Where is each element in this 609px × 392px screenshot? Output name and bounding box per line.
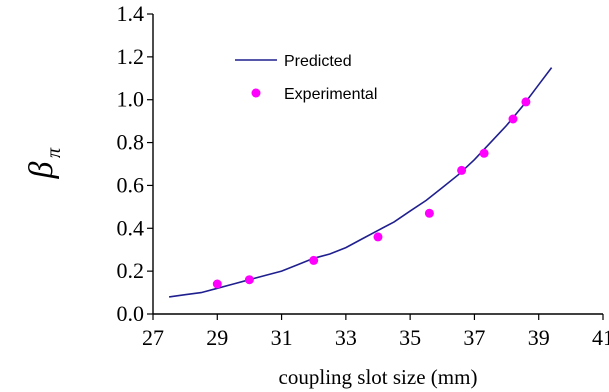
experimental-point [508, 114, 518, 124]
y-tick-label: 1.0 [117, 87, 145, 112]
legend-experimental-marker [251, 88, 261, 98]
predicted-line [168, 67, 553, 298]
experimental-point [373, 232, 383, 242]
y-tick-label: 0.8 [117, 130, 145, 155]
experimental-point [309, 255, 319, 265]
y-tick-label: 1.4 [117, 1, 145, 26]
y-tick-label: 0.4 [117, 215, 145, 240]
y-tick-label: 0.6 [117, 172, 145, 197]
x-tick-label: 29 [206, 325, 228, 350]
x-tick-label: 35 [399, 325, 421, 350]
axes [152, 14, 603, 315]
predicted-series [168, 67, 553, 298]
x-axis-title: coupling slot size (mm) [279, 365, 478, 389]
experimental-point [479, 148, 489, 158]
y-tick-label: 0.0 [117, 301, 145, 326]
x-tick-label: 31 [271, 325, 293, 350]
x-tick-label: 27 [142, 325, 164, 350]
legend: Predicted Experimental [235, 53, 377, 103]
y-axis-title-subscript: π [43, 147, 65, 158]
y-axis-title: β [23, 161, 60, 179]
experimental-point [457, 165, 467, 175]
legend-predicted-label: Predicted [284, 53, 352, 70]
x-tick-label: 37 [463, 325, 485, 350]
tick-labels: 0.0 0.2 0.4 0.6 0.8 1.0 1.2 1.4 27 29 31 33 35 37 39 41 [117, 1, 609, 350]
tick-marks [147, 13, 604, 320]
x-tick-label: 39 [528, 325, 550, 350]
experimental-point [521, 97, 531, 107]
y-tick-label: 0.2 [117, 258, 145, 283]
experimental-point [424, 208, 434, 218]
experimental-point [244, 275, 254, 285]
legend-experimental-label: Experimental [284, 86, 377, 103]
x-tick-label: 41 [592, 325, 609, 350]
experimental-series [212, 97, 531, 289]
y-axis-title-group: β π [23, 147, 65, 179]
x-tick-label: 33 [335, 325, 357, 350]
y-tick-label: 1.2 [117, 44, 145, 69]
experimental-point [212, 279, 222, 289]
